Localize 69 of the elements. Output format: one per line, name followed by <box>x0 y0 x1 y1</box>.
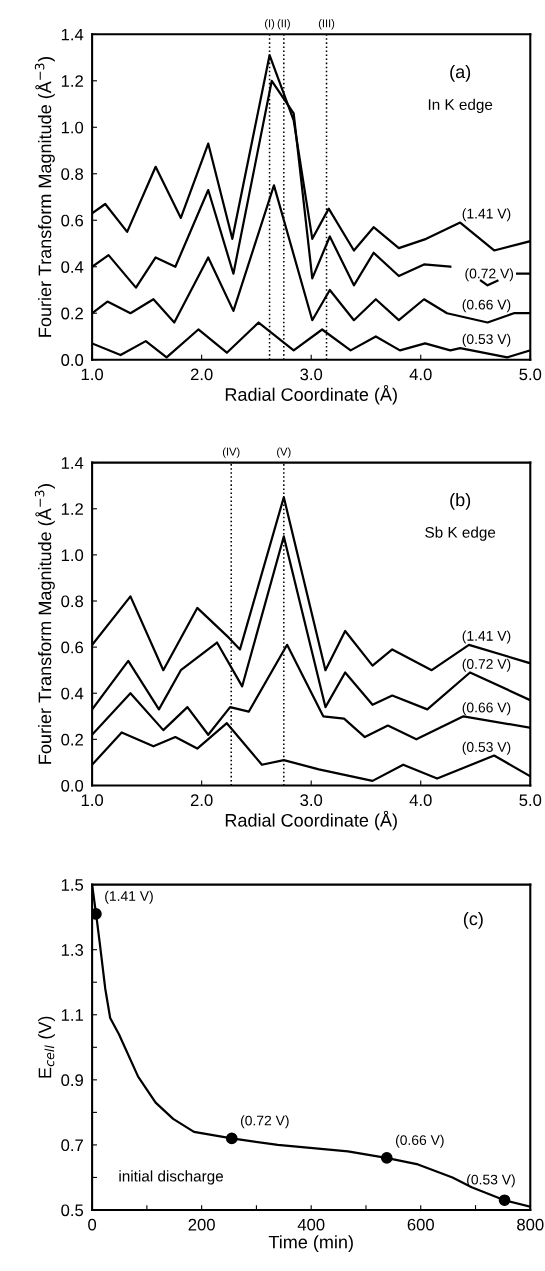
ref-line-label: (IV) <box>222 447 240 458</box>
x-tick-label: 200 <box>188 1218 215 1231</box>
x-tick-label: 600 <box>407 1218 434 1231</box>
y-tick-label: 0.8 <box>61 168 84 180</box>
x-tick-label: 5.0 <box>519 368 542 381</box>
series-label: (0.72 V) <box>465 268 514 282</box>
y-axis-title: Fourier Transform Magnitude (Å$^{−3}$) <box>34 57 55 337</box>
annotation: (c) <box>463 911 483 929</box>
y-axis-title: Fourier Transform Magnitude (Å$^{−3}$) <box>34 484 55 764</box>
y-tick-label: 0.2 <box>61 307 83 320</box>
y-tick-label: 0.8 <box>61 595 84 608</box>
x-tick-label: 800 <box>517 1218 544 1231</box>
y-tick-label: 0.4 <box>61 687 84 700</box>
annotation: initial discharge <box>119 1170 224 1185</box>
x-tick-label: 400 <box>297 1218 325 1231</box>
x-axis-title: Radial Coordinate (Å) <box>225 810 397 831</box>
x-tick-label: 4.0 <box>409 794 432 807</box>
y-tick-label: 0.0 <box>61 354 84 366</box>
ref-line-label: (II) <box>277 19 290 30</box>
annotation: In K edge <box>428 98 493 114</box>
ref-line-label: (I) <box>265 19 275 30</box>
y-tick-label: 0.7 <box>61 1139 83 1152</box>
y-tick-label: 0.2 <box>61 733 83 746</box>
x-tick-label: 3.0 <box>300 368 323 381</box>
data-label: (0.72 V) <box>240 1115 289 1129</box>
series-label: (0.66 V) <box>462 299 511 313</box>
series-label: (0.72 V) <box>462 658 511 672</box>
series-label: (0.53 V) <box>462 333 511 347</box>
ref-line-label: (V) <box>277 447 291 458</box>
data-label: (1.41 V) <box>105 890 153 904</box>
y-tick-label: 1.5 <box>61 879 84 891</box>
point <box>498 1194 511 1207</box>
x-tick-label: 4.0 <box>409 368 432 381</box>
y-tick-label: 0.4 <box>61 261 84 273</box>
annotation: (b) <box>450 492 471 510</box>
x-tick-label: 3.0 <box>300 794 323 807</box>
annotation: (a) <box>450 64 471 82</box>
y-tick-label: 0.6 <box>61 641 84 654</box>
y-axis-title: E$_{cell}$ (V) <box>38 1016 55 1078</box>
y-tick-label: 1.0 <box>61 121 84 134</box>
series-label: (1.41 V) <box>462 630 511 644</box>
series-label: (0.53 V) <box>462 741 511 755</box>
annotation: Sb K edge <box>425 526 496 541</box>
x-tick-label: 2.0 <box>190 368 213 381</box>
y-tick-label: 0.6 <box>61 214 84 227</box>
y-tick-label: 1.0 <box>61 549 84 562</box>
y-tick-label: 1.3 <box>61 944 84 956</box>
series-label: (0.66 V) <box>462 702 511 716</box>
y-tick-label: 1.2 <box>61 503 83 515</box>
data-label: (0.53 V) <box>467 1174 515 1188</box>
y-tick-label: 0.5 <box>61 1204 84 1217</box>
y-tick-label: 1.2 <box>61 75 83 87</box>
x-axis-title: Radial Coordinate (Å) <box>225 384 397 405</box>
x-tick-label: 1.0 <box>81 368 104 381</box>
y-tick-label: 0.9 <box>61 1074 83 1087</box>
y-tick-label: 0.0 <box>61 779 84 792</box>
y-tick-label: 1.1 <box>61 1009 83 1021</box>
x-axis-title: Time (min) <box>268 1235 353 1253</box>
x-tick-label: 0 <box>88 1218 97 1231</box>
y-tick-label: 1.4 <box>61 28 84 41</box>
x-tick-label: 2.0 <box>190 794 213 807</box>
point <box>225 1132 238 1145</box>
ref-line-label: (III) <box>318 19 335 30</box>
y-tick-label: 1.4 <box>61 457 84 469</box>
x-tick-label: 1.0 <box>81 794 104 807</box>
point <box>380 1152 393 1164</box>
x-tick-label: 5.0 <box>519 794 542 807</box>
series-label: (1.41 V) <box>462 208 511 222</box>
data-label: (0.66 V) <box>395 1134 444 1148</box>
